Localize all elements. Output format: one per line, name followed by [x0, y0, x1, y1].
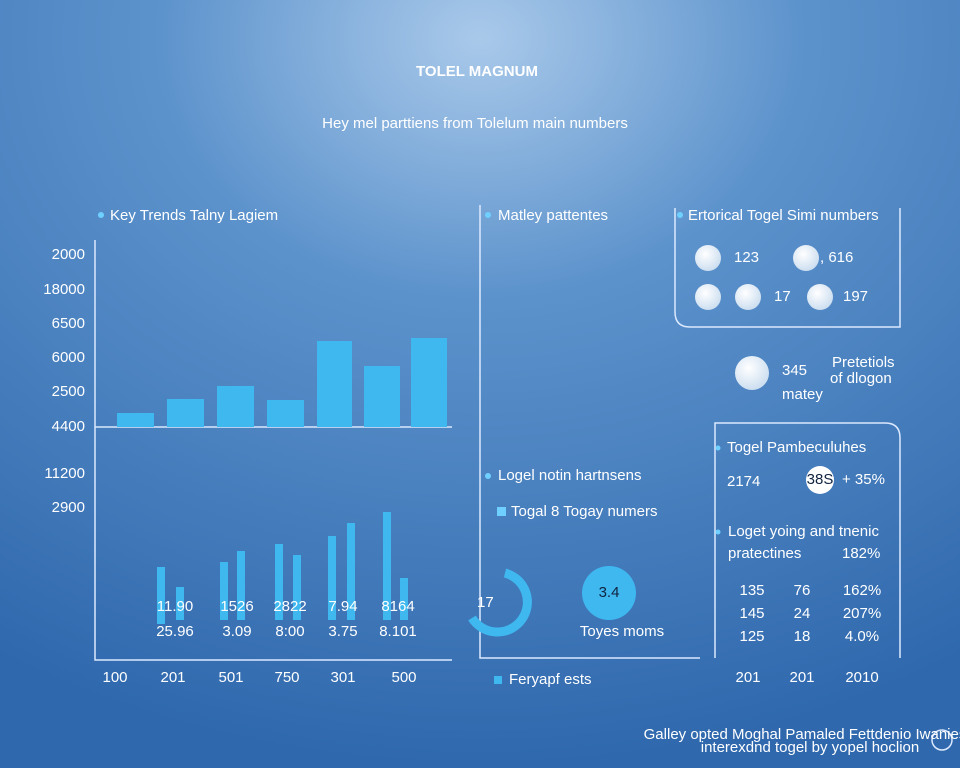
table-cell: 18	[794, 628, 811, 645]
number: 345	[782, 362, 807, 379]
value-label: 25.96	[156, 623, 194, 640]
item: Togal 8 Togay numers	[511, 503, 657, 520]
x-label: 750	[274, 669, 299, 686]
heading: Matley pattentes	[498, 207, 608, 224]
caption: of dlogon	[830, 370, 892, 387]
value-label: 7.94	[328, 598, 357, 615]
caption: Pretetiols	[832, 354, 895, 371]
value-label: 8.101	[379, 623, 417, 640]
title: TOLEL MAGNUM	[416, 63, 538, 80]
table-cell: 135	[739, 582, 764, 599]
value-label: 8:00	[275, 623, 304, 640]
number: 197	[843, 288, 868, 305]
y-label: 2500	[52, 383, 85, 400]
caption: matey	[782, 386, 823, 403]
value-label: 11.90	[157, 598, 193, 615]
x-label: 201	[735, 669, 760, 686]
value-label: 2822	[273, 598, 306, 615]
subtitle: Hey mel parttiens from Tolelum main numb…	[322, 115, 628, 132]
y-label: 4400	[52, 418, 85, 435]
value-label: 8164	[381, 598, 414, 615]
y-label: 11200	[44, 465, 85, 482]
footer: Galley opted Moghal Pamaled Fettdenio Iw…	[644, 726, 960, 743]
decor	[98, 212, 953, 751]
x-label: 201	[160, 669, 185, 686]
footer: interexdnd togel by yopel hoclion	[701, 739, 919, 756]
heading: Togel Pambeculuhes	[727, 439, 866, 456]
circle-label: 3.4	[599, 584, 620, 601]
table-cell: 125	[739, 628, 764, 645]
big-value: 2174	[727, 473, 760, 490]
value-label: 3.09	[222, 623, 251, 640]
table-cell: 162%	[843, 582, 881, 599]
number: 17	[774, 288, 791, 305]
table-cell: 76	[794, 582, 811, 599]
x-label: 201	[789, 669, 814, 686]
x-label: 501	[218, 669, 243, 686]
table-cell: 207%	[843, 605, 881, 622]
value-label: 3.75	[328, 623, 357, 640]
y-label: 18000	[43, 281, 85, 298]
heading: Ertorical Togel Simi numbers	[688, 207, 879, 224]
x-label: 500	[391, 669, 416, 686]
item: Logel notin hartnsens	[498, 467, 641, 484]
label: pratectines	[728, 545, 801, 562]
y-label: 6500	[52, 315, 85, 332]
y-label: 6000	[52, 349, 85, 366]
change: + 35%	[842, 471, 885, 488]
value-label: 1526	[220, 598, 253, 615]
caption: Toyes moms	[580, 623, 664, 640]
x-label: 301	[330, 669, 355, 686]
number: , 616	[820, 249, 853, 266]
donut-label: 17	[477, 594, 494, 611]
top-bars	[117, 338, 447, 427]
bottom-bars	[157, 512, 408, 624]
x-label: 2010	[845, 669, 878, 686]
y-label: 2000	[52, 246, 85, 263]
number: 123	[734, 249, 759, 266]
table-cell: 24	[794, 605, 811, 622]
y-label: 2900	[52, 499, 85, 516]
table-cell: 145	[739, 605, 764, 622]
legend: Feryapf ests	[509, 671, 592, 688]
badge: 38S	[807, 471, 834, 488]
legend: Key Trends Talny Lagiem	[110, 207, 278, 224]
table-cell: 4.0%	[845, 628, 879, 645]
x-label: 100	[102, 669, 127, 686]
heading: Loget yoing and tnenic	[728, 523, 879, 540]
label: 182%	[842, 545, 880, 562]
